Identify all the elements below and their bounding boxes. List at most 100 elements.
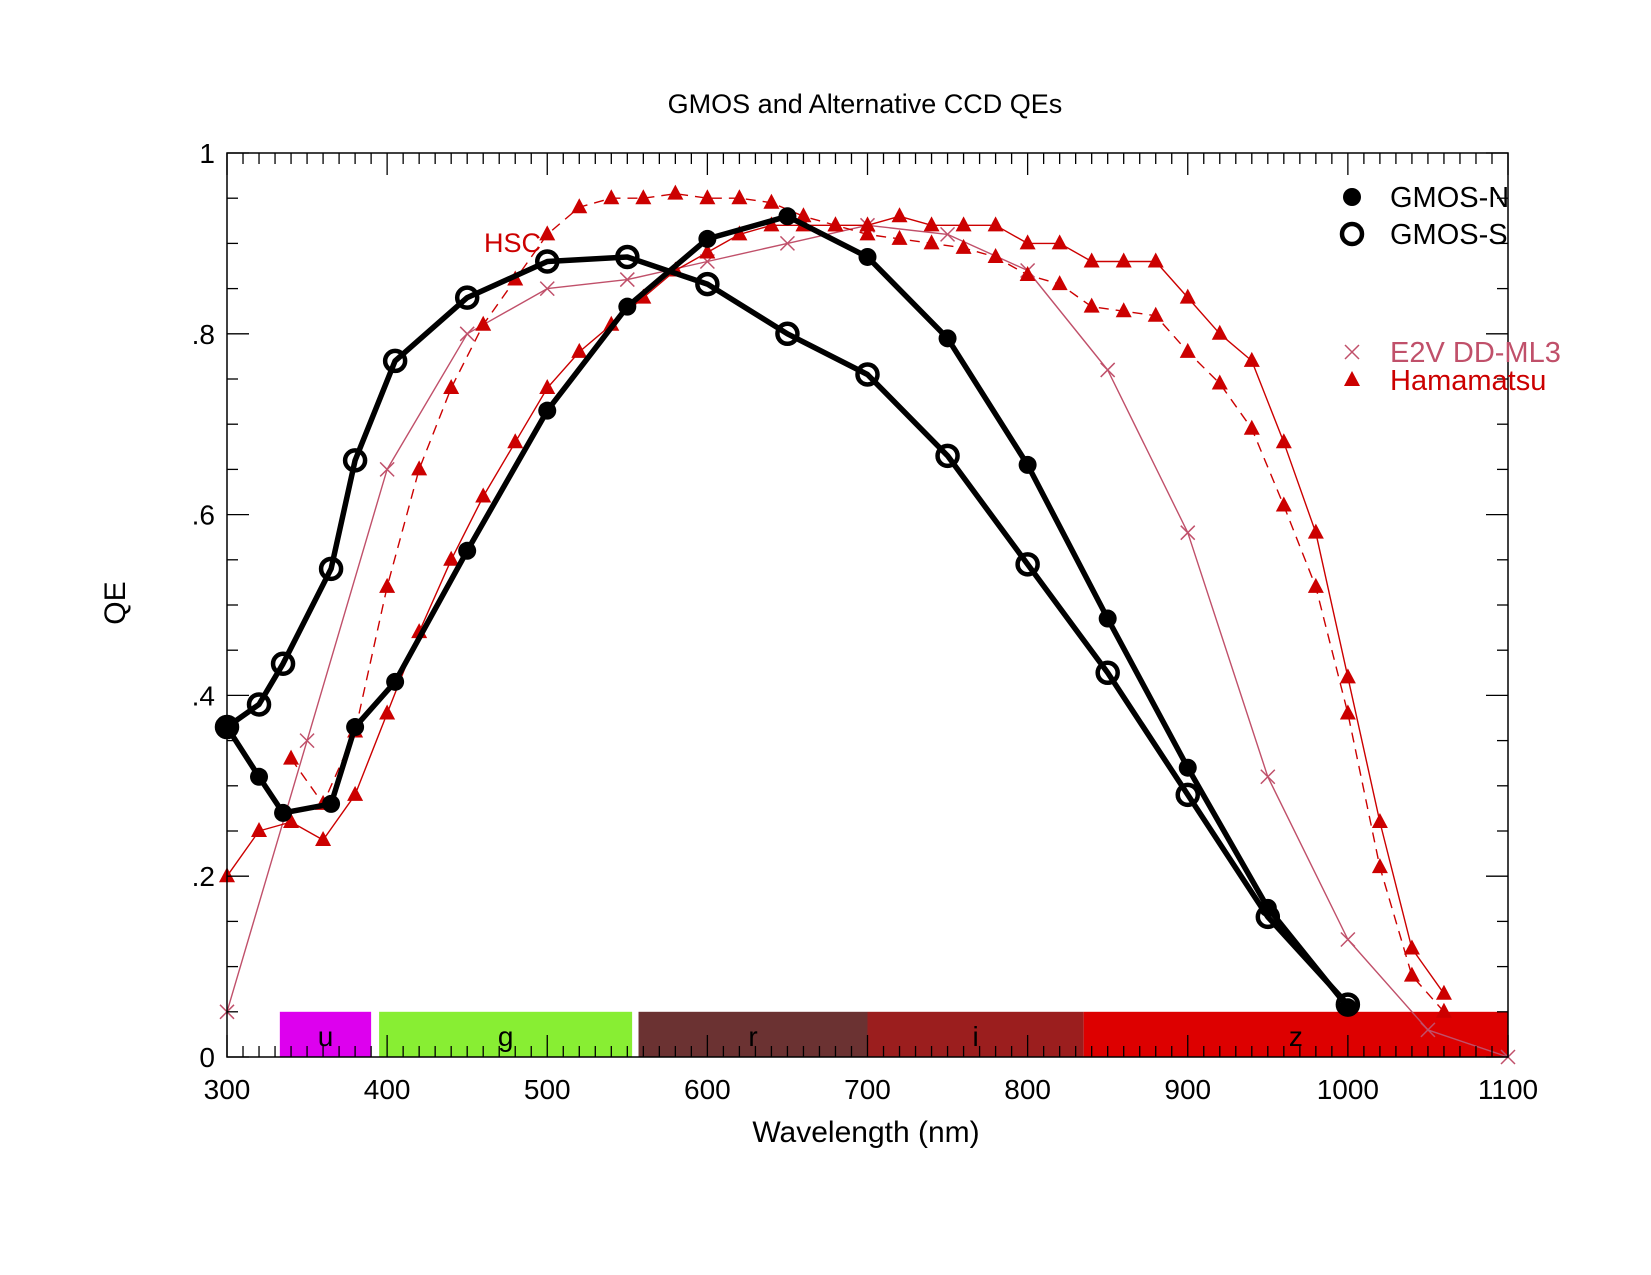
point-3-17 (763, 216, 780, 232)
point-1-4 (342, 448, 368, 473)
point-3-28 (1115, 252, 1132, 268)
point-4-15 (763, 193, 780, 209)
band-i (867, 1011, 1084, 1057)
point-2-11 (1100, 362, 1116, 378)
point-4-6 (475, 315, 492, 331)
point-0-10 (778, 207, 797, 226)
point-0-11 (858, 247, 877, 266)
band-z (1083, 1011, 1508, 1057)
point-1-3 (318, 556, 344, 582)
point-3-29 (1147, 252, 1164, 268)
point-4-21 (955, 238, 972, 254)
point-2-2 (379, 461, 395, 477)
legend-label-3: Hamamatsu (1390, 365, 1546, 397)
point-4-18 (859, 225, 876, 241)
band-u (279, 1011, 372, 1057)
point-1-11 (855, 362, 880, 387)
point-3-21 (891, 207, 908, 223)
point-3-22 (923, 216, 940, 232)
band-r (638, 1011, 868, 1057)
point-4-35 (1403, 966, 1420, 982)
series-4 (283, 184, 1452, 1018)
point-0-7 (538, 401, 557, 420)
data-series (214, 184, 1516, 1065)
series-1 (214, 244, 1361, 1017)
y-tick-label: .2 (192, 861, 215, 892)
point-1-14 (1095, 660, 1120, 686)
legend-item-0: GMOS-N (1343, 182, 1509, 214)
point-2-3 (459, 326, 475, 342)
point-1-8 (615, 244, 640, 270)
band-g (379, 1011, 633, 1057)
point-4-12 (667, 184, 684, 200)
legend-marker-3 (1344, 371, 1360, 386)
band-label-g: g (498, 1021, 514, 1052)
chart-title: GMOS and Alternative CCD QEs (668, 89, 1063, 119)
plot-frame (226, 152, 1509, 1058)
point-2-15 (1420, 1022, 1436, 1038)
x-tick-label: 500 (524, 1074, 571, 1105)
point-3-1 (251, 822, 268, 837)
point-0-4 (346, 718, 365, 737)
point-2-4 (539, 281, 555, 297)
point-1-1 (246, 692, 272, 717)
x-tick-label: 600 (684, 1074, 731, 1105)
point-1-6 (454, 285, 480, 310)
point-3-25 (1019, 234, 1036, 250)
series-line-4 (290, 192, 1445, 1013)
y-axis-label: QE (99, 581, 132, 624)
point-1-2 (270, 651, 296, 677)
point-1-13 (1015, 552, 1040, 577)
point-4-3 (379, 577, 396, 593)
point-0-6 (458, 541, 477, 560)
legend-item-3: Hamamatsu (1344, 365, 1546, 397)
point-4-19 (891, 229, 908, 245)
series-line-1 (225, 254, 1350, 1007)
point-3-37 (1403, 939, 1420, 955)
y-tick-label: 1 (199, 138, 215, 169)
point-4-34 (1371, 858, 1388, 874)
series-0 (218, 207, 1357, 1017)
point-3-10 (539, 379, 556, 395)
point-4-29 (1211, 374, 1228, 390)
band-label-i: i (972, 1021, 978, 1052)
point-3-30 (1179, 288, 1196, 304)
series-3 (219, 207, 1452, 1000)
point-1-15 (1175, 782, 1200, 808)
band-label-z: z (1289, 1021, 1303, 1052)
point-0-2 (274, 803, 293, 822)
point-3-15 (699, 243, 716, 259)
point-4-0 (283, 749, 300, 765)
point-3-16 (731, 225, 748, 241)
x-axis-label: Wavelength (nm) (752, 1116, 979, 1149)
point-3-20 (859, 216, 876, 232)
point-3-34 (1307, 523, 1324, 539)
legend-marker-2 (1344, 344, 1360, 360)
point-4-31 (1275, 496, 1292, 512)
point-1-16 (1255, 904, 1281, 930)
point-3-32 (1243, 351, 1260, 367)
point-4-36 (1435, 1002, 1452, 1018)
hsc-annotation: HSC (484, 228, 541, 258)
y-tick-label: .6 (192, 500, 215, 531)
point-3-5 (379, 704, 396, 720)
point-1-17 (1335, 992, 1361, 1017)
point-2-13 (1260, 769, 1276, 785)
point-1-12 (935, 443, 960, 469)
legend-label-1: GMOS-S (1390, 219, 1508, 251)
point-2-5 (619, 272, 635, 288)
y-tick-label: .8 (192, 319, 215, 350)
point-3-11 (571, 342, 588, 358)
x-tick-label: 1100 (1478, 1074, 1538, 1105)
point-4-30 (1243, 419, 1260, 435)
point-4-32 (1307, 577, 1324, 593)
legend-marker-1 (1339, 221, 1365, 247)
point-4-24 (1051, 275, 1068, 291)
point-3-35 (1339, 668, 1356, 684)
point-4-33 (1339, 704, 1356, 720)
point-4-17 (827, 216, 844, 232)
legend-item-1: GMOS-S (1339, 219, 1508, 251)
point-4-25 (1083, 297, 1100, 313)
